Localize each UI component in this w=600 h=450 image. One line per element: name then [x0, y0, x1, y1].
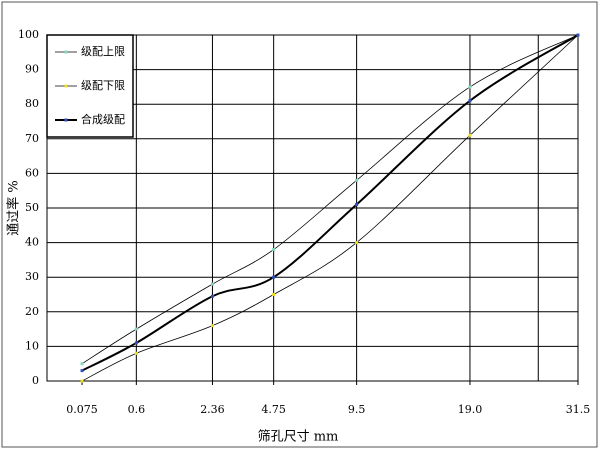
legend-marker	[64, 84, 68, 88]
marker	[468, 85, 472, 89]
y-tick-label: 30	[25, 270, 39, 283]
marker	[80, 379, 84, 383]
marker	[272, 275, 276, 279]
series-line	[81, 34, 579, 365]
y-tick-label: 80	[25, 97, 39, 110]
marker	[210, 282, 214, 286]
x-tick-label: 9.5	[348, 403, 366, 416]
y-tick-label: 40	[25, 236, 39, 249]
y-tick-label: 70	[25, 132, 39, 145]
marker	[355, 178, 359, 182]
marker	[80, 362, 84, 366]
x-tick-label: 4.75	[261, 403, 286, 416]
marker	[210, 324, 214, 328]
marker	[272, 293, 276, 296]
y-tick-label: 20	[25, 305, 39, 318]
marker	[272, 248, 276, 252]
series-line	[81, 34, 579, 372]
y-tick-label: 0	[32, 374, 39, 387]
y-tick-label: 50	[25, 201, 39, 214]
x-tick-label: 19.0	[458, 403, 483, 416]
x-axis-label: 筛孔尺寸 mm	[258, 430, 339, 445]
y-tick-label: 100	[18, 28, 39, 41]
x-tick-label: 2.36	[200, 403, 225, 416]
y-tick-label: 60	[25, 166, 39, 179]
series-line	[81, 34, 579, 382]
marker	[80, 369, 84, 373]
y-tick-label: 90	[25, 63, 39, 76]
legend-label: 级配下限	[81, 79, 125, 92]
marker	[468, 133, 472, 137]
marker	[355, 241, 359, 245]
marker	[134, 327, 138, 331]
legend-marker	[64, 50, 68, 54]
legend-label: 级配上限	[81, 45, 125, 58]
x-tick-label: 0.075	[66, 403, 98, 416]
y-tick-label: 10	[25, 339, 39, 352]
y-axis-label: 通过率 %	[6, 180, 22, 236]
marker	[210, 294, 214, 298]
x-tick-label: 31.5	[566, 403, 591, 416]
marker	[355, 203, 359, 207]
legend-marker	[64, 118, 68, 122]
marker	[134, 351, 138, 355]
marker	[468, 99, 472, 103]
x-tick-label: 0.6	[128, 403, 146, 416]
legend-label: 合成级配	[81, 112, 125, 126]
marker	[134, 341, 138, 345]
marker	[576, 33, 580, 37]
